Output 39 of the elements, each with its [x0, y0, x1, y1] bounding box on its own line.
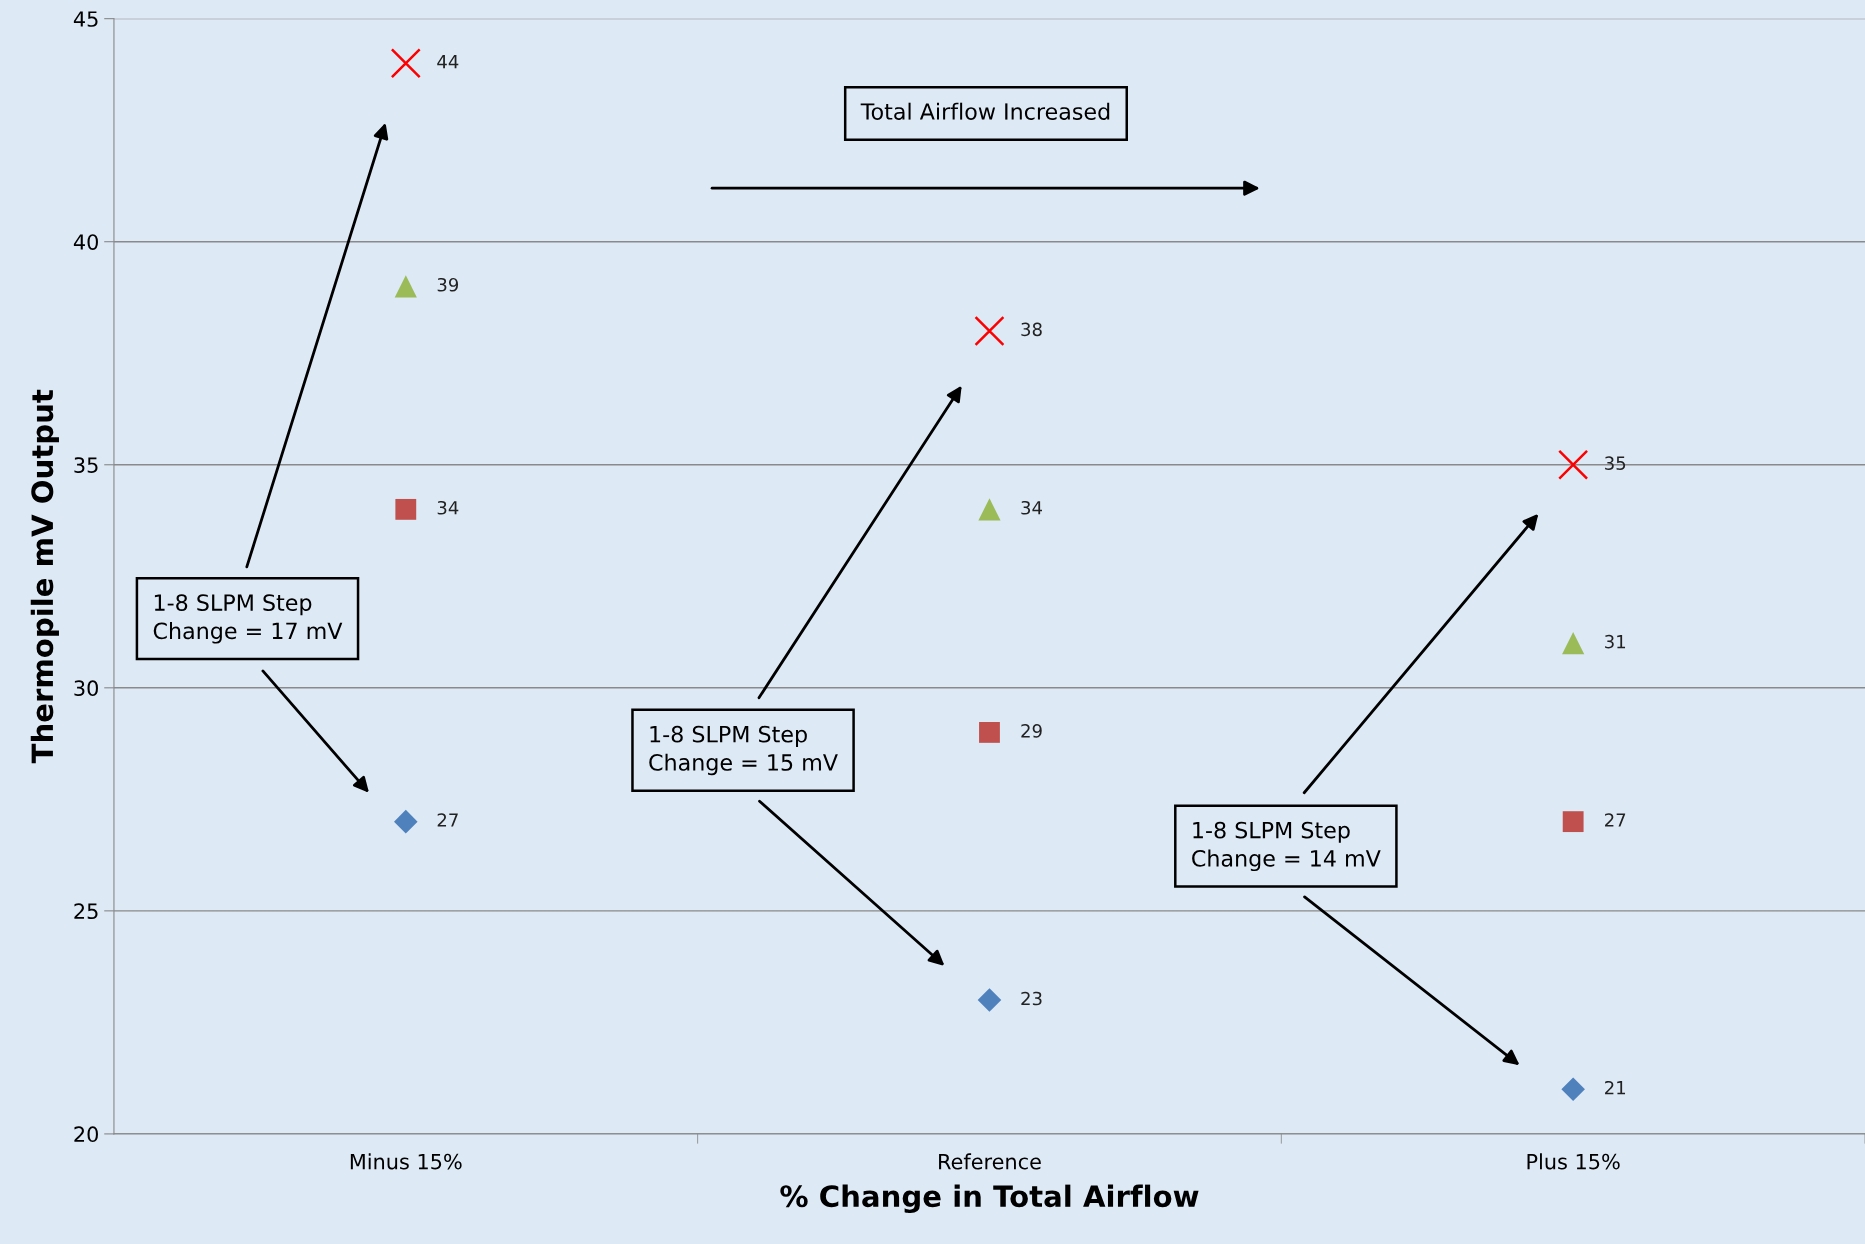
y-tick-label: 35 — [74, 457, 98, 473]
data-label: 27 — [1605, 813, 1626, 827]
annotation: 1-8 SLPM Step Change = 15 mV — [649, 725, 838, 776]
data-label: 34 — [437, 500, 459, 515]
data-label: 44 — [437, 55, 459, 69]
point — [394, 275, 417, 298]
data-label: 23 — [1021, 991, 1042, 1006]
point — [979, 722, 1000, 743]
data-label: 35 — [1605, 456, 1626, 470]
x-tick-label: Reference — [939, 1153, 1041, 1170]
annotation: Total Airflow Increased — [860, 102, 1110, 120]
annotation: 1-8 SLPM Step Change = 14 mV — [1192, 821, 1381, 872]
point — [1558, 449, 1589, 480]
point — [1562, 632, 1585, 655]
point — [974, 315, 1005, 347]
data-label: 38 — [1021, 322, 1042, 337]
data-label: 34 — [1021, 500, 1042, 515]
y-tick-label: 45 — [73, 11, 98, 27]
point — [390, 48, 421, 79]
annotation: 1-8 SLPM Step Change = 17 mV — [153, 594, 343, 644]
point — [978, 498, 1001, 521]
data-label: 29 — [1021, 724, 1042, 738]
data-label: 39 — [437, 277, 459, 292]
y-tick-label: 25 — [74, 903, 98, 920]
y-tick-label: 20 — [74, 1126, 98, 1143]
data-label: 31 — [1605, 634, 1626, 649]
data-label: 27 — [437, 813, 458, 827]
data-label: 21 — [1605, 1080, 1626, 1095]
y-tick-label: 30 — [74, 680, 98, 697]
y-tick-label: 40 — [73, 234, 98, 250]
x-tick-label: Plus 15% — [1527, 1153, 1620, 1170]
point — [1561, 1077, 1585, 1102]
point — [1562, 811, 1584, 833]
y-axis-title: Thermopile mV Output — [30, 389, 59, 764]
point — [977, 988, 1002, 1012]
point — [395, 498, 417, 520]
x-tick-label: Minus 15% — [350, 1153, 462, 1170]
point — [394, 809, 418, 834]
x-axis-title: % Change in Total Airflow — [780, 1184, 1199, 1214]
